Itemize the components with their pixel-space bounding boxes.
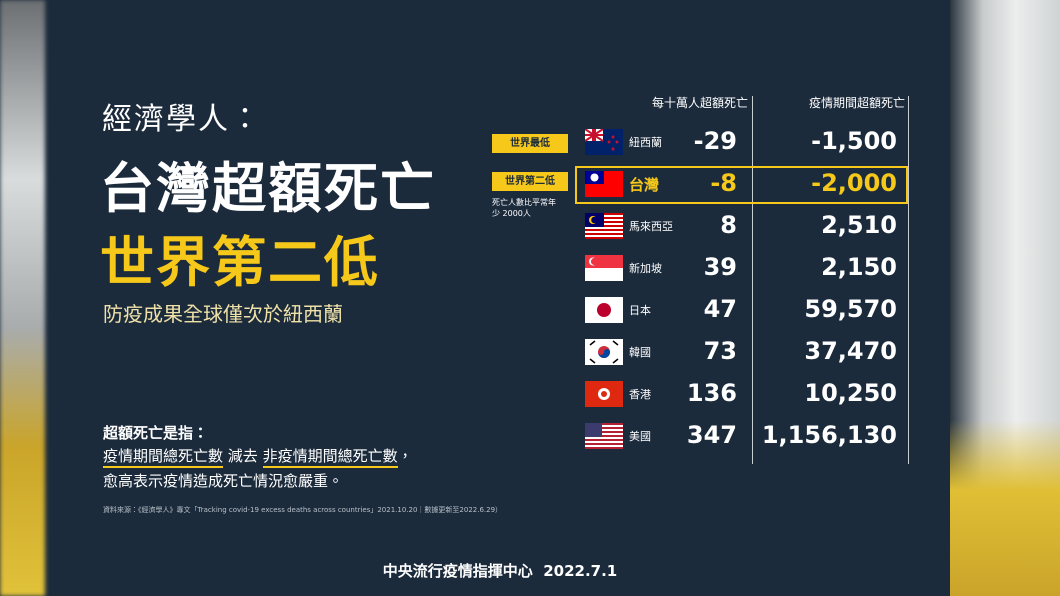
flag-icon — [585, 339, 623, 365]
footer-org: 中央流行疫情指揮中心 — [382, 562, 533, 580]
highlight-box — [575, 166, 908, 204]
per-100k-value: -29 — [693, 127, 737, 155]
country-name: 韓國 — [629, 346, 651, 359]
column-header: 疫情期間超額死亡 — [808, 96, 905, 110]
flag-icon — [585, 255, 623, 281]
country-name: 日本 — [629, 304, 651, 317]
flag — [585, 297, 623, 323]
flag-icon — [584, 128, 623, 155]
total-value: 10,250 — [804, 379, 897, 407]
total-value: 1,156,130 — [761, 421, 897, 449]
total-value: 37,470 — [804, 337, 897, 365]
title-highlight: 世界第二低 — [100, 231, 380, 294]
total-value: -1,500 — [811, 127, 897, 155]
country-name: 香港 — [629, 388, 651, 401]
country-name: 紐西蘭 — [629, 136, 662, 149]
per-100k-value: 347 — [686, 421, 737, 449]
badge-note: 死亡人數比平常年 — [492, 198, 556, 207]
flag — [585, 339, 623, 365]
definition-heading: 超額死亡是指： — [103, 424, 209, 442]
flag — [585, 423, 623, 449]
badge: 世界最低 — [492, 134, 568, 153]
term: 非疫情期間總死亡數 — [262, 447, 398, 468]
badge: 世界第二低 — [492, 172, 568, 191]
title: 台灣超額死亡 — [100, 157, 436, 220]
column-divider — [752, 96, 753, 464]
per-100k-value: 73 — [703, 337, 737, 365]
header-pre: 經濟學人： — [102, 102, 262, 137]
flag — [585, 213, 623, 239]
badge-note: 少 2000人 — [492, 209, 531, 218]
flag-icon — [585, 213, 623, 239]
flag — [585, 255, 623, 281]
background-edge — [0, 0, 45, 596]
subtitle: 防疫成果全球僅次於紐西蘭 — [103, 302, 343, 326]
source: 資料來源：《經濟學人》專文「Tracking covid-19 excess d… — [103, 506, 503, 514]
per-100k-value: -8 — [710, 169, 737, 197]
footer-date: 2022.7.1 — [543, 562, 618, 580]
background-edge — [950, 420, 1060, 596]
total-value: 2,510 — [821, 211, 897, 239]
per-100k-value: 39 — [703, 253, 737, 281]
flag-icon — [585, 381, 623, 407]
column-header: 每十萬人超額死亡 — [651, 96, 748, 110]
text: ， — [397, 447, 413, 465]
flag — [584, 128, 623, 155]
country-name: 美國 — [629, 430, 651, 443]
country-name: 台灣 — [629, 176, 660, 194]
country-name: 馬來西亞 — [629, 220, 673, 233]
per-100k-value: 136 — [686, 379, 737, 407]
per-100k-value: 47 — [703, 295, 737, 323]
text: 減去 — [227, 447, 258, 465]
footer: 中央流行疫情指揮中心 2022.7.1 — [0, 560, 1000, 581]
flag-icon — [585, 297, 623, 323]
flag — [585, 171, 623, 197]
definition-line: 愈高表示疫情造成死亡情況愈嚴重。 — [103, 472, 344, 490]
total-value: 2,150 — [821, 253, 897, 281]
flag-icon — [585, 171, 623, 197]
per-100k-value: 8 — [720, 211, 737, 239]
flag — [585, 381, 623, 407]
column-divider — [908, 96, 909, 464]
definition-line: 疫情期間總死亡數 減去 非疫情期間總死亡數， — [103, 445, 413, 468]
total-value: -2,000 — [811, 169, 897, 197]
country-name: 新加坡 — [629, 262, 662, 275]
flag-icon — [585, 423, 623, 449]
term: 疫情期間總死亡數 — [103, 447, 224, 468]
total-value: 59,570 — [804, 295, 897, 323]
